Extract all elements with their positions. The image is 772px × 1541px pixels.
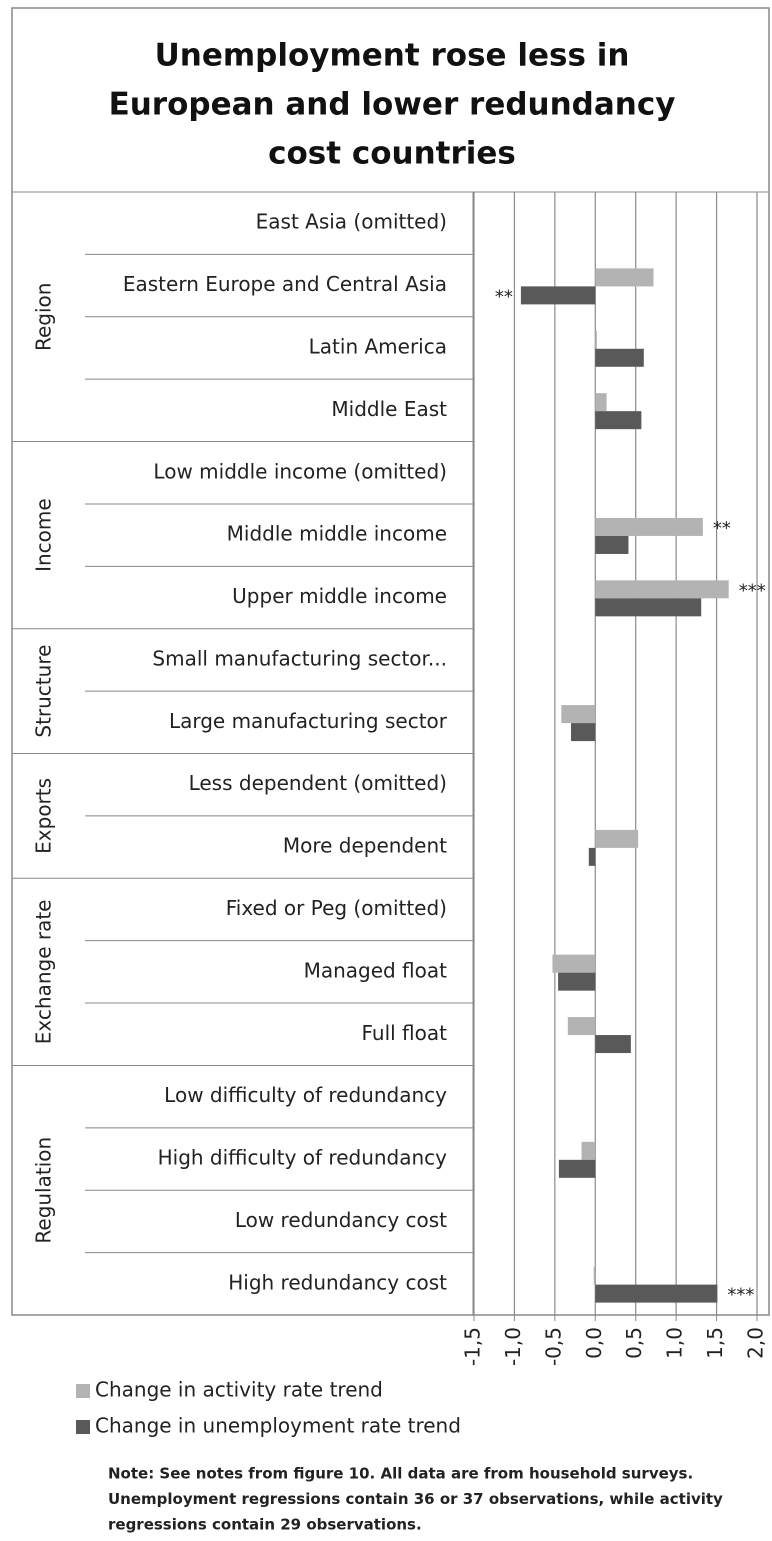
chart-title: Unemployment rose less in (155, 38, 630, 74)
group-label: Exports (32, 778, 56, 854)
x-tick-label: 0,0 (582, 1327, 606, 1359)
bar (595, 517, 703, 536)
bar (595, 393, 607, 412)
bar (595, 535, 629, 554)
bar (595, 268, 654, 287)
note: Note: See notes from figure 10. All data… (108, 1465, 693, 1483)
category-label: Low redundancy cost (235, 1208, 447, 1232)
legend-swatch (76, 1384, 90, 1398)
category-label: Full float (362, 1021, 448, 1045)
category-label: Low difficulty of redundancy (164, 1083, 447, 1107)
significance-label: *** (727, 1285, 754, 1306)
legend-label: Change in unemployment rate trend (95, 1414, 461, 1438)
bar (593, 1266, 596, 1285)
category-label: Latin America (309, 334, 447, 358)
bar (595, 330, 597, 349)
chart-title: European and lower redundancy (109, 87, 676, 123)
bar (595, 580, 729, 599)
bar (520, 286, 596, 305)
group-label: Structure (32, 645, 56, 738)
x-tick-label: 2,0 (744, 1327, 768, 1359)
note: Unemployment regressions contain 36 or 3… (108, 1490, 723, 1508)
category-label: High difficulty of redundancy (158, 1146, 448, 1170)
bar (567, 1017, 596, 1036)
category-label: East Asia (omitted) (256, 210, 447, 234)
bar (571, 723, 596, 742)
category-label: Fixed or Peg (omitted) (226, 896, 447, 920)
bar (581, 1141, 596, 1160)
x-tick-label: -1,0 (501, 1327, 525, 1366)
category-label: Upper middle income (232, 584, 447, 608)
legend-label: Change in activity rate trend (95, 1378, 383, 1402)
category-label: Large manufacturing sector (169, 709, 448, 733)
bar (595, 348, 644, 367)
bar (558, 1159, 596, 1178)
bar (561, 705, 596, 724)
bar (558, 972, 596, 991)
significance-label: ** (713, 518, 731, 539)
legend-swatch (76, 1420, 90, 1434)
category-label: High redundancy cost (228, 1270, 447, 1294)
category-label: Small manufacturing sector... (152, 646, 447, 670)
x-tick-label: -1,5 (461, 1327, 485, 1366)
frame (11, 7, 770, 1316)
category-label: More dependent (283, 834, 447, 858)
x-tick-label: 1,5 (703, 1327, 727, 1359)
group-label: Exchange rate (32, 900, 56, 1045)
bar (588, 847, 596, 866)
group-label: Regulation (32, 1137, 56, 1244)
group-label: Region (32, 283, 56, 351)
bar (595, 1035, 631, 1054)
significance-label: *** (739, 580, 766, 601)
x-tick-label: -0,5 (541, 1327, 565, 1366)
category-label: Low middle income (omitted) (153, 459, 447, 483)
bar (595, 411, 642, 430)
bar (595, 829, 639, 848)
x-tick-label: 1,0 (663, 1327, 687, 1359)
bar (595, 598, 702, 617)
chart-title: cost countries (268, 136, 516, 172)
category-label: Managed float (304, 958, 448, 982)
bar (552, 954, 596, 973)
bar (595, 1284, 718, 1303)
category-label: Eastern Europe and Central Asia (123, 272, 447, 296)
note: regressions contain 29 observations. (108, 1516, 422, 1534)
category-label: Middle middle income (227, 522, 447, 546)
significance-label: ** (495, 286, 513, 307)
category-label: Less dependent (omitted) (189, 771, 447, 795)
category-label: Middle East (331, 397, 447, 421)
group-label: Income (32, 498, 56, 572)
x-tick-label: 0,5 (622, 1327, 646, 1359)
